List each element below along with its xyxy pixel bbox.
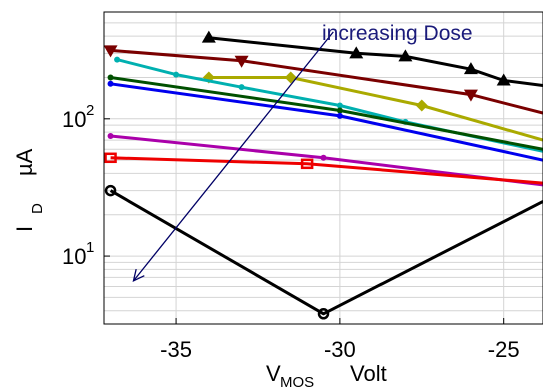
annotation-arrow-shaft xyxy=(132,31,334,282)
data-point-marker xyxy=(104,184,117,197)
annotation-layer: increasing Dose xyxy=(132,22,473,283)
series-line xyxy=(208,76,543,142)
series-layer xyxy=(104,30,543,320)
data-point-marker xyxy=(463,62,478,75)
data-point xyxy=(284,71,297,84)
data-point xyxy=(104,152,117,164)
data-point xyxy=(463,89,478,102)
series-5 xyxy=(107,74,543,151)
data-point-marker xyxy=(104,152,117,164)
data-point-marker xyxy=(320,154,327,161)
data-point-marker xyxy=(107,80,114,87)
data-point-marker xyxy=(104,45,118,58)
data-point xyxy=(201,30,216,43)
y-axis-label-subscript: D xyxy=(29,203,46,214)
x-axis-label-subscript: MOS xyxy=(280,374,314,387)
data-point xyxy=(238,84,245,91)
series-line xyxy=(109,189,543,316)
data-point xyxy=(349,46,364,59)
series-3 xyxy=(202,71,543,142)
data-point-marker xyxy=(336,107,343,114)
series-8 xyxy=(104,152,543,185)
data-point-marker xyxy=(173,71,180,78)
data-point xyxy=(107,132,114,139)
y-tick-label-exponent: 2 xyxy=(86,102,94,119)
data-point xyxy=(317,308,330,320)
data-point-marker xyxy=(317,308,330,320)
data-point xyxy=(398,49,413,62)
data-point xyxy=(104,45,118,58)
data-point xyxy=(336,102,343,109)
annotation-text: increasing Dose xyxy=(322,22,473,45)
x-tick-label: -35 xyxy=(160,337,192,362)
series-6 xyxy=(107,80,543,162)
series-1 xyxy=(201,30,543,87)
data-point-marker xyxy=(336,102,343,109)
plot-frame xyxy=(103,11,543,325)
data-point-marker xyxy=(107,132,114,139)
annotation-arrow-head xyxy=(132,269,145,283)
grid xyxy=(104,11,543,324)
data-point xyxy=(496,73,511,86)
data-point-marker xyxy=(463,89,478,102)
y-axis-unit: µA xyxy=(12,148,37,176)
data-point xyxy=(107,80,114,87)
data-point xyxy=(336,107,343,114)
x-axis-label: V xyxy=(266,361,281,386)
series-line xyxy=(208,36,543,87)
data-point-marker xyxy=(336,112,343,119)
data-point xyxy=(234,55,249,68)
data-point-marker xyxy=(114,56,121,63)
data-point xyxy=(104,184,117,197)
series-line xyxy=(110,156,543,185)
y-axis-label: I xyxy=(12,226,37,232)
y-tick-label: 10 xyxy=(62,107,86,132)
y-tick-label: 10 xyxy=(62,244,86,269)
data-point-marker xyxy=(496,73,511,86)
data-point xyxy=(114,56,121,63)
data-point-marker xyxy=(398,49,413,62)
data-point xyxy=(463,62,478,75)
data-point-marker xyxy=(415,99,428,112)
data-point-marker xyxy=(238,84,245,91)
data-point xyxy=(107,74,114,81)
data-point-marker xyxy=(284,71,297,84)
data-point-marker xyxy=(107,74,114,81)
y-tick-label-exponent: 1 xyxy=(86,239,94,256)
data-point xyxy=(173,71,180,78)
data-point-marker xyxy=(201,30,216,43)
data-point xyxy=(320,154,327,161)
data-point xyxy=(300,158,314,170)
data-point-marker xyxy=(300,158,314,170)
data-point-marker xyxy=(349,46,364,59)
series-2 xyxy=(104,45,543,115)
x-tick-label: -30 xyxy=(324,337,356,362)
x-axis-unit: Volt xyxy=(350,361,387,386)
data-point xyxy=(336,112,343,119)
data-point xyxy=(415,99,428,112)
series-9 xyxy=(104,184,543,320)
series-line xyxy=(110,48,543,115)
data-point-marker xyxy=(234,55,249,68)
x-tick-label: -25 xyxy=(488,337,520,362)
